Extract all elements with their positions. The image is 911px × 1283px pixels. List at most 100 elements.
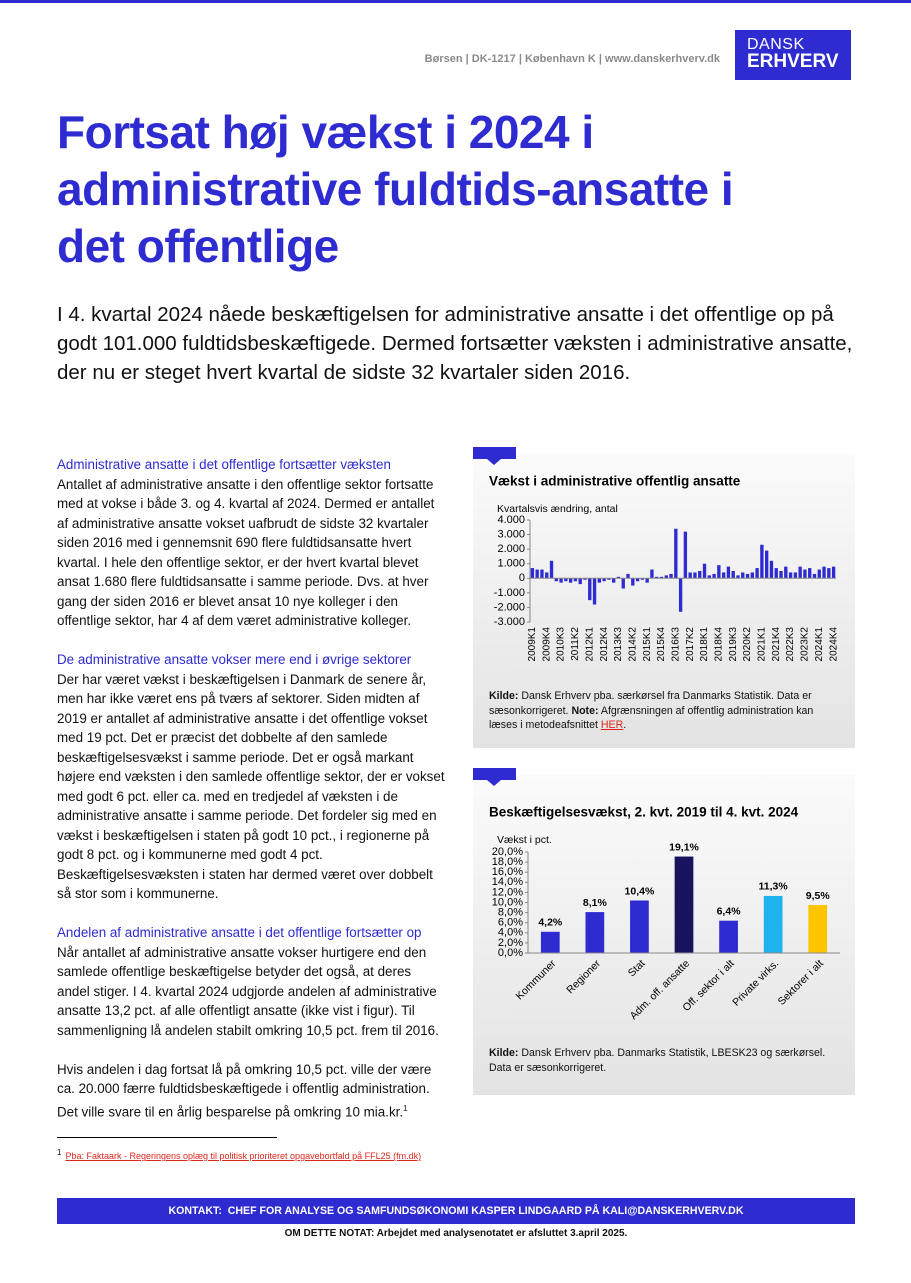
chart-box: Vækst i administrative offentlig ansatte…: [473, 447, 855, 748]
source-text: Dansk Erhverv pba. Danmarks Statistik, L…: [489, 1047, 826, 1074]
value-label: 6,4%: [717, 905, 742, 917]
bar: [693, 572, 697, 579]
body: Administrative ansatte i det offentlige …: [57, 455, 447, 1141]
y-tick-label: 12,0%: [492, 886, 523, 898]
y-tick-label: 10,0%: [492, 896, 523, 908]
bar: [664, 575, 668, 579]
logo: DANSK ERHVERV: [735, 30, 851, 80]
bar: [774, 568, 778, 579]
bar: [750, 572, 755, 579]
x-tick-label: 2020K2: [742, 627, 753, 662]
paragraph: Når antallet af administrative ansatte v…: [57, 944, 439, 1038]
x-tick-label: 2009K1: [527, 627, 538, 662]
x-tick-label: Regioner: [564, 957, 603, 996]
y-tick-label: 16,0%: [492, 866, 523, 878]
y-tick-label: -2.000: [494, 601, 525, 613]
bar: [549, 560, 554, 579]
bar: [793, 572, 798, 579]
y-tick-label: 3.000: [497, 528, 525, 540]
source-text: Dansk Erhverv pba. særkørsel fra Danmark…: [489, 690, 812, 717]
y-tick-label: -1.000: [494, 587, 525, 599]
logo-line: DANSK: [747, 36, 805, 53]
source-text: Kilde:: [489, 690, 519, 702]
bar: [573, 578, 578, 582]
bar: [731, 571, 735, 579]
box-tab: [473, 447, 516, 465]
x-tick-label: 2013K3: [613, 627, 624, 662]
y-axis-label: Kvartalsvis ændring, antal: [497, 503, 618, 515]
y-tick-label: 4.000: [497, 514, 525, 526]
source-text: .: [623, 719, 627, 731]
x-tick-label: 2015K1: [642, 627, 653, 662]
title: Fortsat høj vækst i 2024 i administrativ…: [57, 106, 734, 272]
value-label: 11,3%: [759, 881, 789, 893]
bar: [798, 566, 802, 579]
value-label: 4,2%: [538, 917, 563, 929]
bar: [630, 900, 649, 953]
y-tick-label: 4,0%: [498, 927, 523, 939]
paragraph: Hvis andelen i dag fortsat lå på omkring…: [57, 1061, 432, 1119]
bar: [607, 578, 611, 580]
bar: [721, 572, 726, 579]
bar: [659, 576, 664, 579]
bar: [645, 578, 649, 583]
bar: [611, 578, 616, 583]
x-tick-label: Private virks.: [730, 958, 781, 1009]
bar: [784, 566, 788, 579]
bar: [803, 569, 807, 579]
x-tick-label: 2023K2: [800, 627, 811, 662]
chart: Beskæftigelsesvækst, 2. kvt. 2019 til 4.…: [489, 805, 840, 1022]
bar: [712, 573, 716, 579]
bar: [588, 578, 592, 601]
bar: [827, 568, 831, 579]
bar: [530, 568, 535, 579]
x-tick-label: 2016K3: [670, 627, 681, 662]
value-label: 10,4%: [625, 885, 655, 897]
source-link[interactable]: HER: [600, 719, 624, 731]
x-tick-label: 2022K3: [785, 627, 796, 662]
contact-bar: KONTAKT: CHEF FOR ANALYSE OG SAMFUNDSØKO…: [57, 1198, 855, 1224]
y-tick-label: 0,0%: [498, 947, 523, 959]
bar: [592, 578, 597, 605]
bar: [621, 578, 625, 589]
bar: [559, 578, 563, 583]
section-heading: De administrative ansatte vokser mere en…: [57, 652, 412, 667]
bar: [745, 573, 750, 579]
x-tick-label: 2014K2: [627, 627, 638, 662]
source-text: Note:: [571, 704, 599, 717]
chart-title: Vækst i administrative offentlig ansatte: [489, 474, 741, 489]
x-tick-label: 2010K3: [556, 627, 567, 662]
x-tick-label: 2009K4: [541, 627, 552, 662]
bar: [808, 905, 828, 953]
bar: [674, 528, 678, 579]
bar: [736, 575, 740, 579]
bar: [764, 550, 769, 579]
chart: Vækst i administrative offentlig ansatte…: [489, 474, 839, 662]
bar: [540, 931, 560, 953]
x-tick-label: 2024K4: [828, 627, 839, 662]
section-heading: Andelen af administrative ansatte i det …: [57, 925, 422, 940]
paragraph: Antallet af administrative ansatte i den…: [57, 476, 435, 629]
source-text: Afgrænsningen af offentlig administratio…: [489, 704, 814, 732]
bar: [640, 578, 645, 580]
bar: [755, 568, 759, 579]
bar: [585, 912, 605, 953]
bar: [788, 572, 793, 579]
bar: [597, 578, 602, 583]
bar: [564, 578, 568, 582]
y-tick-label: 6,0%: [498, 917, 523, 929]
source-text: Kilde:: [489, 1047, 519, 1059]
bar: [655, 576, 659, 579]
chart-source: Kilde: Dansk Erhverv pba. særkørsel fra …: [489, 689, 844, 733]
bar: [719, 920, 738, 953]
paragraph: Der har været vækst i beskæftigelsen i D…: [57, 671, 445, 902]
bar: [650, 569, 654, 579]
logo-line: ERHVERV: [747, 51, 839, 72]
y-tick-label: 20,0%: [492, 846, 523, 858]
bar: [674, 856, 694, 953]
footnote-link[interactable]: Pba: Faktaark - Regeringens oplæg til po…: [65, 1151, 422, 1161]
value-label: 9,5%: [806, 890, 831, 902]
x-tick-label: Kommuner: [514, 957, 559, 1002]
x-tick-label: 2024K1: [814, 627, 825, 662]
y-tick-label: 0: [519, 572, 525, 584]
